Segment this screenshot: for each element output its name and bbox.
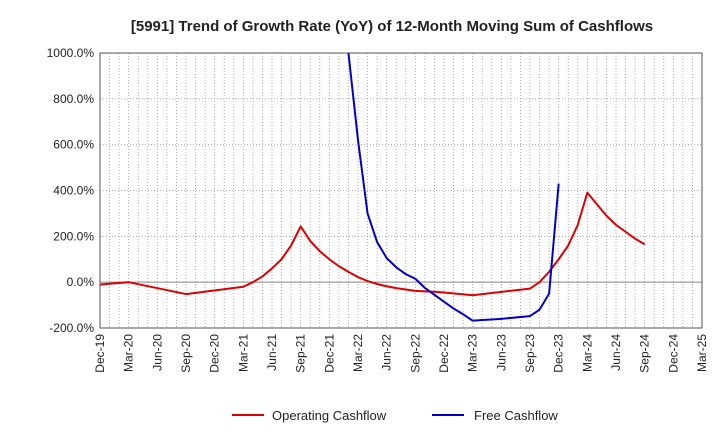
legend-label: Operating Cashflow — [272, 408, 387, 423]
y-tick-label: -200.0% — [49, 321, 94, 335]
x-tick-label: Sep-24 — [638, 334, 652, 373]
x-tick-label: Dec-23 — [552, 334, 566, 373]
x-tick-label: Dec-24 — [666, 334, 680, 373]
series-line-free-cashflow — [347, 53, 560, 322]
series-line-operating-cashflow — [100, 191, 646, 297]
axis-layer: 1000.0% 800.0% 600.0% 400.0% 200.0% 0.0% -200.… — [47, 46, 709, 373]
x-tick-label: Dec-20 — [208, 334, 222, 373]
chart-title: [5991] Trend of Growth Rate (YoY) of 12-… — [131, 18, 653, 35]
x-tick-label: Mar-24 — [580, 334, 594, 372]
y-tick-label: 0.0% — [67, 275, 95, 289]
x-tick-label: Dec-21 — [322, 334, 336, 373]
x-tick-label: Mar-20 — [122, 334, 136, 372]
x-tick-label: Dec-22 — [437, 334, 451, 373]
x-tick-label: Jun-22 — [380, 334, 394, 371]
x-tick-label: Mar-23 — [466, 334, 480, 372]
grid-layer — [99, 52, 703, 329]
y-tick-label: 600.0% — [53, 138, 94, 152]
legend: Operating Cashflow Free Cashflow — [232, 408, 558, 423]
x-tick-label: Dec-19 — [93, 334, 107, 373]
legend-label: Free Cashflow — [474, 408, 558, 423]
x-tick-label: Sep-22 — [408, 334, 422, 373]
x-tick-label: Mar-25 — [695, 334, 709, 372]
x-tick-label: Sep-23 — [523, 334, 537, 373]
y-tick-label: 400.0% — [53, 184, 94, 198]
x-tick-label: Jun-21 — [265, 334, 279, 371]
x-tick-label: Mar-22 — [351, 334, 365, 372]
x-tick-label: Jun-24 — [609, 334, 623, 371]
x-tick-label: Sep-21 — [294, 334, 308, 373]
x-tick-label: Jun-23 — [494, 334, 508, 371]
x-tick-label: Mar-21 — [236, 334, 250, 372]
x-tick-label: Jun-20 — [150, 334, 164, 371]
x-tick-label: Sep-20 — [179, 334, 193, 373]
plot-frame — [99, 52, 703, 329]
y-tick-label: 1000.0% — [47, 46, 95, 60]
y-tick-label: 800.0% — [53, 92, 94, 106]
y-tick-label: 200.0% — [53, 229, 94, 243]
series-layer — [100, 53, 646, 322]
